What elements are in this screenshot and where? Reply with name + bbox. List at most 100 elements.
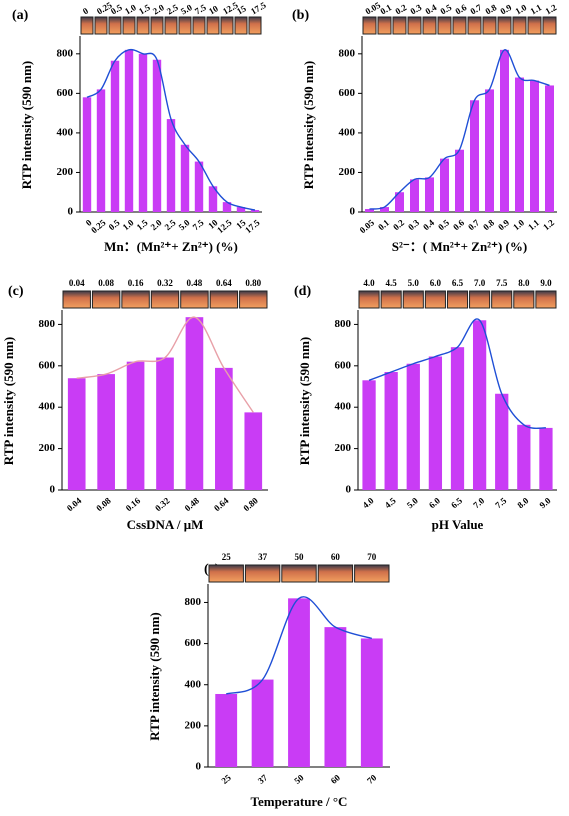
bar <box>362 380 376 490</box>
vial-label: 1.2 <box>544 2 559 17</box>
trend-line <box>368 318 547 429</box>
bar <box>215 367 233 490</box>
bar <box>250 210 260 212</box>
vial-label: 2.0 <box>151 2 166 17</box>
x-tick-label: 0.48 <box>183 495 202 513</box>
bar <box>222 202 232 212</box>
vial-label: 0.5 <box>109 2 124 17</box>
vial-photo <box>482 16 497 35</box>
y-tick-label: 200 <box>39 442 56 454</box>
vial-label: 0.64 <box>216 278 232 288</box>
vial-photo <box>91 290 121 309</box>
vial-label: 0.48 <box>187 278 203 288</box>
x-tick-label: 0.4 <box>421 217 436 232</box>
vial-photo <box>208 564 244 583</box>
vial-photo <box>535 290 557 309</box>
bar <box>428 356 443 490</box>
bar <box>215 693 238 767</box>
vial-photo <box>178 16 192 35</box>
vial-label: 4.0 <box>363 278 375 288</box>
vial-photo <box>527 16 542 35</box>
vial-label: 1.5 <box>137 2 152 17</box>
bar <box>251 679 274 767</box>
vial-label: 6.0 <box>430 278 442 288</box>
vial-photo <box>220 16 234 35</box>
vial-photo <box>94 16 108 35</box>
bar <box>470 100 479 212</box>
vial-photo <box>281 564 317 583</box>
vial-photo <box>62 290 91 309</box>
vial-label: 70 <box>367 552 377 562</box>
vial-label: 0.8 <box>484 2 499 17</box>
x-tick-label: 0 <box>84 217 94 228</box>
x-tick-label: 0.32 <box>153 495 172 513</box>
x-tick-label: 1.1 <box>526 217 541 232</box>
vial-photo <box>469 290 491 309</box>
x-tick-label: 0.04 <box>65 495 84 513</box>
bar <box>110 60 120 213</box>
vial-photo <box>209 290 239 309</box>
bar <box>517 424 531 490</box>
y-tick-label: 600 <box>335 359 352 371</box>
y-tick-label: 800 <box>185 596 202 608</box>
x-axis-label: Mn：(Mn²⁺+ Zn²⁺) (%) <box>104 239 238 254</box>
vial-label: 60 <box>331 552 341 562</box>
vial-photo <box>513 290 535 309</box>
bar <box>365 209 374 212</box>
x-axis-label: Temperature / °C <box>251 794 348 809</box>
bar <box>380 207 389 212</box>
vial-label: 0.04 <box>69 278 85 288</box>
y-tick-label: 0 <box>346 484 352 496</box>
vial-photo <box>452 16 467 35</box>
vial-label: 2.5 <box>165 2 180 17</box>
y-tick-label: 400 <box>57 126 74 138</box>
y-tick-label: 600 <box>39 359 56 371</box>
bar <box>425 177 434 212</box>
vial-photo <box>402 290 424 309</box>
vial-label: 0.80 <box>245 278 261 288</box>
vial-label: 17.5 <box>249 0 268 17</box>
x-axis-label: CssDNA / μM <box>127 517 204 532</box>
x-tick-label: 25 <box>219 772 233 786</box>
x-tick-label: 6.0 <box>427 495 442 510</box>
bar <box>450 347 465 490</box>
vial-photo <box>542 16 557 35</box>
vial-photo <box>446 290 469 309</box>
x-tick-label: 0.6 <box>451 217 466 232</box>
vial-photo <box>122 16 136 35</box>
x-tick-label: 0.1 <box>376 217 391 232</box>
vial-photo <box>136 16 150 35</box>
y-tick-label: 800 <box>335 318 352 330</box>
bar <box>126 361 145 490</box>
y-tick-label: 400 <box>335 401 352 413</box>
vial-photo <box>424 290 446 309</box>
bar <box>530 80 539 213</box>
bar <box>138 53 148 213</box>
vial-photo <box>380 290 402 309</box>
y-tick-label: 400 <box>39 401 56 413</box>
vial-label: 7.5 <box>496 278 508 288</box>
y-tick-label: 200 <box>57 166 74 178</box>
x-tick-label: 4.0 <box>361 495 376 510</box>
x-tick-label: 0.5 <box>436 217 451 232</box>
x-tick-label: 0.08 <box>94 495 113 513</box>
vial-label: 4.5 <box>386 278 398 288</box>
x-tick-label: 1.0 <box>511 217 526 232</box>
vial-photo <box>512 16 527 35</box>
vial-label: 0.4 <box>424 2 439 17</box>
vial-photo <box>422 16 437 35</box>
vial-label: 0.7 <box>469 2 484 17</box>
vial-label: 7.0 <box>474 278 486 288</box>
bar <box>288 598 310 767</box>
vial-photo <box>121 290 150 309</box>
y-axis-label: RTP intensity (590 nm) <box>1 337 16 465</box>
y-tick-label: 200 <box>185 719 202 731</box>
y-axis-label: RTP intensity (590 nm) <box>19 61 34 189</box>
x-tick-label: 6.5 <box>449 495 464 510</box>
x-axis-label: S²⁻：( Mn²⁺+ Zn²⁺) (%) <box>392 239 527 254</box>
bar <box>324 627 347 767</box>
bar <box>440 158 449 212</box>
y-tick-label: 0 <box>196 761 202 773</box>
vial-label: 0.16 <box>128 278 144 288</box>
